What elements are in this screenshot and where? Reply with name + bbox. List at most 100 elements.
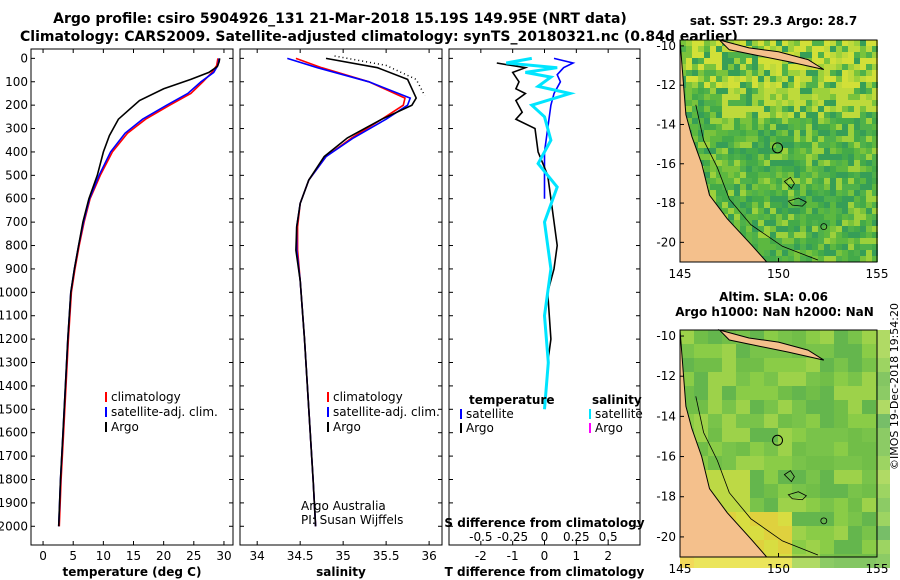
map-title: sat. SST: 29.3 Argo: 28.7 bbox=[690, 14, 857, 28]
map-cell bbox=[834, 442, 848, 456]
y-tick-label: 1900 bbox=[0, 496, 28, 510]
map-cell bbox=[794, 64, 800, 70]
map-cell bbox=[752, 136, 758, 142]
map-cell bbox=[752, 208, 758, 214]
map-cell bbox=[734, 112, 740, 118]
legend-label: climatology bbox=[333, 390, 403, 404]
map-cell bbox=[788, 244, 794, 250]
map-cell bbox=[716, 76, 722, 82]
map-cell bbox=[778, 358, 792, 372]
map-cell bbox=[728, 58, 734, 64]
map-cell bbox=[792, 372, 806, 386]
map-cell bbox=[848, 82, 854, 88]
map-cell bbox=[860, 106, 866, 112]
y-tick-label: 900 bbox=[5, 262, 28, 276]
x-tick-label: 30 bbox=[216, 549, 231, 563]
map-cell bbox=[860, 244, 866, 250]
map-cell bbox=[800, 256, 806, 262]
map-cell bbox=[740, 190, 746, 196]
map-cell bbox=[764, 64, 770, 70]
map-cell bbox=[764, 386, 778, 400]
map-cell bbox=[854, 112, 860, 118]
map-cell bbox=[758, 136, 764, 142]
map-cell bbox=[710, 70, 716, 76]
map-cell bbox=[788, 214, 794, 220]
map-cell bbox=[716, 136, 722, 142]
map-cell bbox=[860, 166, 866, 172]
map-cell bbox=[686, 118, 692, 124]
map-cell bbox=[764, 442, 778, 456]
map-cell bbox=[716, 148, 722, 154]
map-cell bbox=[830, 52, 836, 58]
map-cell bbox=[806, 372, 820, 386]
map-cell bbox=[812, 118, 818, 124]
map-cell bbox=[848, 470, 862, 484]
map-cell bbox=[866, 214, 872, 220]
map-cell bbox=[698, 100, 704, 106]
map-cell bbox=[736, 512, 750, 526]
map-cell bbox=[806, 100, 812, 106]
x-tick-label: 36 bbox=[421, 549, 436, 563]
map-cell bbox=[824, 250, 830, 256]
map-cell bbox=[736, 456, 750, 470]
map-cell bbox=[818, 88, 824, 94]
map-cell bbox=[824, 124, 830, 130]
map-cell bbox=[792, 484, 806, 498]
map-cell bbox=[824, 64, 830, 70]
map-cell bbox=[736, 344, 750, 358]
map-cell bbox=[764, 40, 770, 46]
map-cell bbox=[686, 70, 692, 76]
map-cell bbox=[740, 118, 746, 124]
map-cell bbox=[854, 208, 860, 214]
map-cell bbox=[788, 64, 794, 70]
map-cell bbox=[842, 202, 848, 208]
map-cell bbox=[806, 202, 812, 208]
profile-panel-2: 34 34.5 35 35.5 36 salinity Argo AustraliaPI: … bbox=[239, 48, 443, 579]
map-cell bbox=[836, 178, 842, 184]
map-cell bbox=[788, 112, 794, 118]
map-cell bbox=[836, 118, 842, 124]
map-cell bbox=[722, 100, 728, 106]
map-cell bbox=[836, 136, 842, 142]
map-cell bbox=[834, 400, 848, 414]
map-cell bbox=[800, 106, 806, 112]
map-cell bbox=[776, 220, 782, 226]
map-cell bbox=[860, 220, 866, 226]
y-tick-label: -10 bbox=[656, 39, 676, 53]
map-cell bbox=[776, 40, 782, 46]
map-cell bbox=[812, 136, 818, 142]
map-cell bbox=[818, 238, 824, 244]
map-cell bbox=[734, 82, 740, 88]
map-cell bbox=[770, 112, 776, 118]
map-cell bbox=[728, 70, 734, 76]
map-bathymetry-contour bbox=[695, 104, 819, 261]
map-cell bbox=[806, 244, 812, 250]
map-cell bbox=[806, 470, 820, 484]
map-cell bbox=[776, 214, 782, 220]
map-cell bbox=[792, 540, 806, 554]
map-cell bbox=[788, 232, 794, 238]
map-cell bbox=[716, 142, 722, 148]
legend-label: Argo bbox=[111, 420, 139, 434]
map-cell bbox=[734, 130, 740, 136]
map-cell bbox=[818, 154, 824, 160]
map-cell bbox=[866, 154, 872, 160]
map-cell bbox=[698, 148, 704, 154]
map-cell bbox=[824, 244, 830, 250]
map-cell bbox=[710, 112, 716, 118]
map-cell bbox=[848, 196, 854, 202]
map-cell bbox=[866, 244, 872, 250]
map-cell bbox=[824, 70, 830, 76]
map-cell bbox=[750, 372, 764, 386]
map-cell bbox=[764, 400, 778, 414]
series-line-salinity-satellite bbox=[506, 56, 576, 410]
map-cell bbox=[842, 106, 848, 112]
map-cell bbox=[800, 40, 806, 46]
map-cell bbox=[716, 130, 722, 136]
map-cell bbox=[782, 76, 788, 82]
map-cell bbox=[788, 202, 794, 208]
map-cell bbox=[800, 214, 806, 220]
map-cell bbox=[876, 428, 890, 442]
map-cell bbox=[776, 82, 782, 88]
